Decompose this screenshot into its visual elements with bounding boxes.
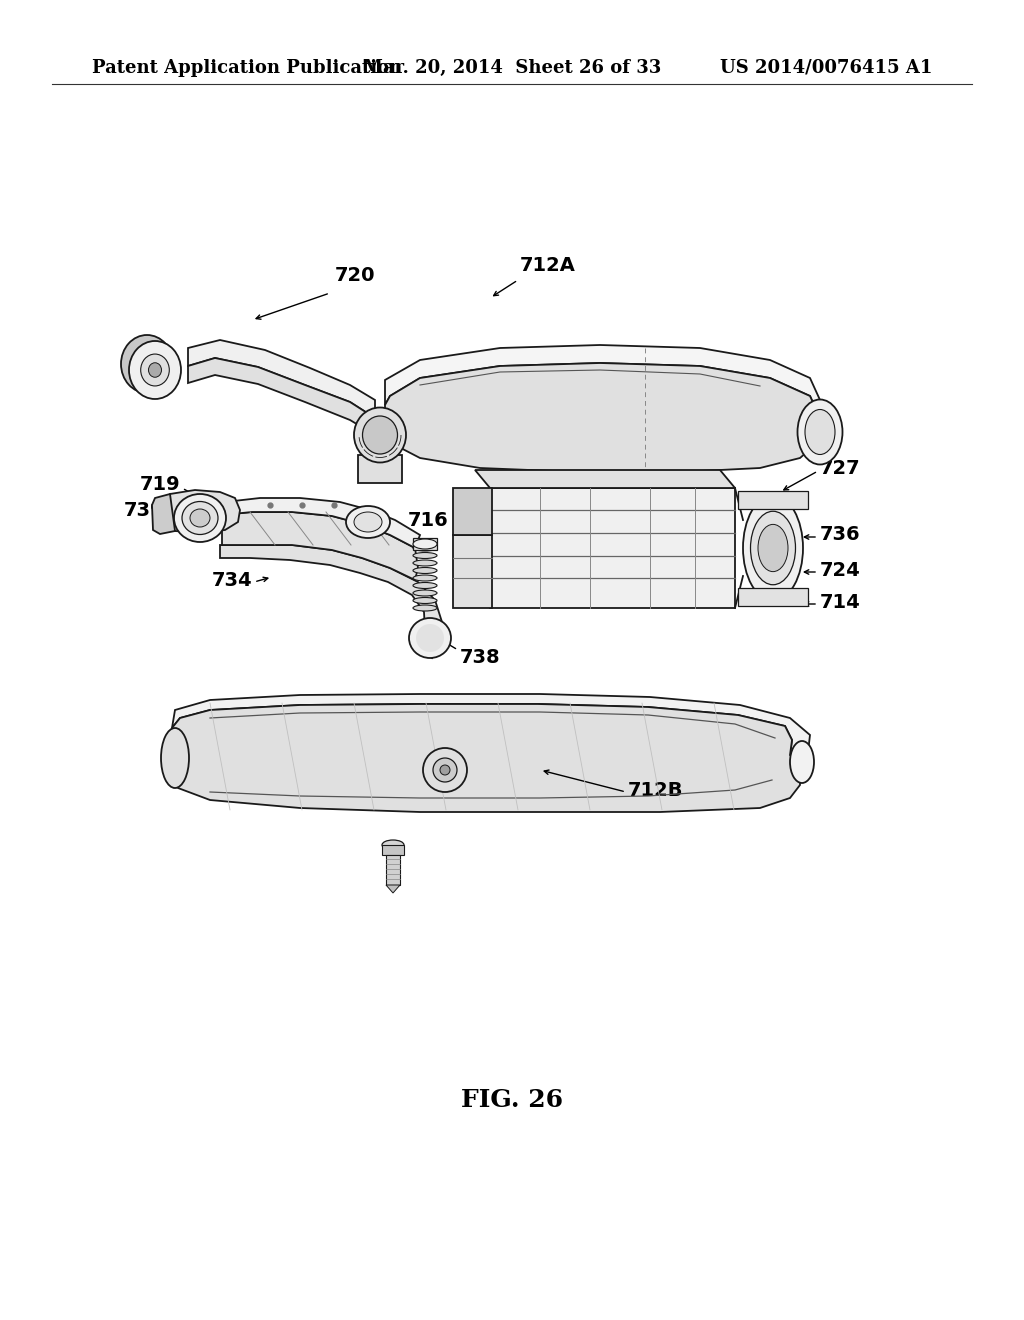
Bar <box>738 491 808 510</box>
Text: 714: 714 <box>820 593 861 611</box>
Polygon shape <box>386 884 400 894</box>
Bar <box>738 587 808 606</box>
Polygon shape <box>453 535 492 609</box>
Text: 716: 716 <box>408 511 449 531</box>
Ellipse shape <box>416 624 444 652</box>
Ellipse shape <box>354 408 406 462</box>
Text: 736: 736 <box>820 525 860 544</box>
Polygon shape <box>168 704 800 812</box>
Text: 712A: 712A <box>520 256 575 275</box>
Ellipse shape <box>354 512 382 532</box>
Circle shape <box>423 748 467 792</box>
Ellipse shape <box>413 598 437 603</box>
Circle shape <box>433 758 457 781</box>
Polygon shape <box>188 341 375 418</box>
Ellipse shape <box>140 354 169 385</box>
Ellipse shape <box>413 545 437 550</box>
Polygon shape <box>220 545 442 657</box>
Ellipse shape <box>382 840 404 850</box>
Text: 720: 720 <box>335 267 376 285</box>
Ellipse shape <box>174 494 226 543</box>
Polygon shape <box>453 488 492 535</box>
Ellipse shape <box>751 511 796 585</box>
Ellipse shape <box>121 335 173 393</box>
Text: US 2014/0076415 A1: US 2014/0076415 A1 <box>720 59 932 77</box>
Ellipse shape <box>362 416 397 454</box>
Polygon shape <box>160 490 240 533</box>
Text: 739: 739 <box>124 500 164 520</box>
Ellipse shape <box>182 502 218 535</box>
Ellipse shape <box>798 400 843 465</box>
Text: 724: 724 <box>820 561 861 579</box>
Ellipse shape <box>413 568 437 573</box>
Ellipse shape <box>346 506 390 539</box>
Ellipse shape <box>413 576 437 581</box>
Ellipse shape <box>161 729 189 788</box>
Ellipse shape <box>190 510 210 527</box>
Text: 718: 718 <box>278 500 318 520</box>
Ellipse shape <box>148 363 162 378</box>
Bar <box>413 539 437 550</box>
Text: 712B: 712B <box>628 780 683 800</box>
Bar <box>382 845 404 855</box>
Text: Mar. 20, 2014  Sheet 26 of 33: Mar. 20, 2014 Sheet 26 of 33 <box>362 59 662 77</box>
Ellipse shape <box>413 539 437 549</box>
Polygon shape <box>152 494 175 535</box>
Ellipse shape <box>413 560 437 566</box>
Polygon shape <box>385 363 820 473</box>
Text: 727: 727 <box>820 458 860 478</box>
Text: 738: 738 <box>460 648 501 667</box>
Polygon shape <box>475 470 735 488</box>
Circle shape <box>440 766 450 775</box>
Polygon shape <box>188 358 375 436</box>
Bar <box>490 488 735 609</box>
Ellipse shape <box>413 590 437 597</box>
Polygon shape <box>385 345 820 418</box>
Ellipse shape <box>758 524 788 572</box>
Polygon shape <box>358 455 402 483</box>
Ellipse shape <box>413 605 437 611</box>
Text: 734: 734 <box>211 570 252 590</box>
Ellipse shape <box>413 582 437 589</box>
Ellipse shape <box>413 553 437 558</box>
Polygon shape <box>222 498 420 548</box>
Bar <box>386 855 400 884</box>
Text: FIG. 26: FIG. 26 <box>461 1088 563 1111</box>
Ellipse shape <box>409 618 451 657</box>
Text: 719: 719 <box>139 475 180 495</box>
Ellipse shape <box>790 741 814 783</box>
Ellipse shape <box>805 409 835 454</box>
Polygon shape <box>172 694 810 762</box>
Ellipse shape <box>743 495 803 601</box>
Text: 729: 729 <box>535 480 575 500</box>
Text: Patent Application Publication: Patent Application Publication <box>92 59 402 77</box>
Polygon shape <box>222 512 418 579</box>
Ellipse shape <box>129 341 181 399</box>
